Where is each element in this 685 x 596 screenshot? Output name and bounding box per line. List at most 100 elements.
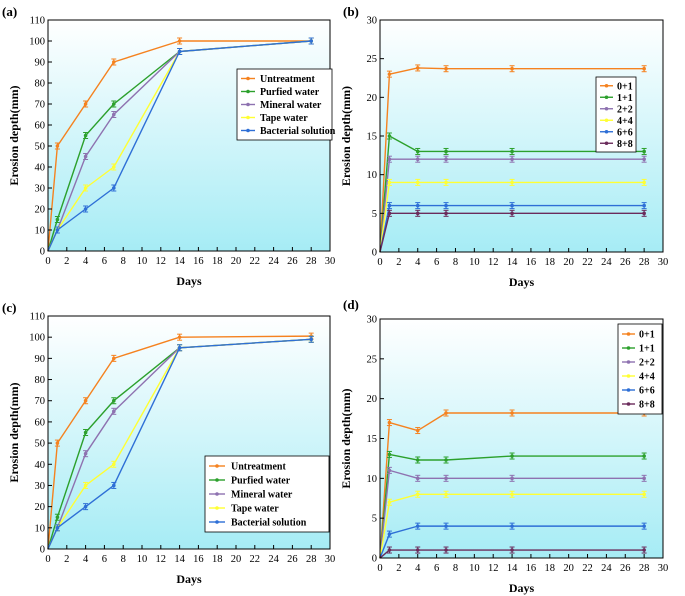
data-point [387,532,392,536]
data-point [112,409,116,414]
y-tick-label: 10 [367,474,378,485]
data-point [510,524,514,528]
y-axis-label: Erosion depth(mm) [339,388,353,488]
legend-box [595,76,637,153]
data-point [642,66,646,71]
legend-entry: 4+4 [617,116,633,127]
data-point [415,548,420,552]
data-point [444,492,448,497]
data-point [510,492,514,497]
y-tick-label: 60 [35,121,46,132]
x-tick-label: 4 [415,563,421,574]
legend-marker [246,102,250,107]
legend-entry: Tape water [231,504,279,515]
series-line-2+2 [379,469,645,559]
x-tick-label: 0 [377,563,382,574]
legend-marker [215,506,219,510]
legend-marker [246,128,250,133]
legend-marker [215,520,219,524]
y-axis-label: Erosion depth(mm) [339,86,353,186]
x-tick-label: 0 [45,554,50,565]
series-line-Untreatment [47,40,312,252]
y-tick-label: 100 [29,333,45,344]
x-tick-label: 2 [396,257,401,268]
legend: 0+11+12+24+46+68+8 [595,76,637,153]
x-tick-label: 6 [102,554,107,565]
x-tick-label: 16 [193,256,204,267]
y-tick-label: 80 [35,79,46,90]
data-point [83,451,88,456]
legend-marker [215,478,219,482]
data-point [177,49,182,54]
y-tick-label: 20 [367,93,378,104]
x-tick-label: 6 [434,257,439,268]
legend-marker [626,374,631,378]
y-tick-label: 10 [35,226,46,237]
chart-panel-0: 0 2 4 6 8 10 12 14 16 18 20 22 24 26 28 300102030405060… [2,4,336,288]
x-tick-label: 30 [325,256,336,267]
data-point [309,337,314,342]
x-tick-label: 18 [212,554,223,565]
x-tick-label: 2 [396,563,401,574]
data-point [444,180,448,185]
data-point [387,548,392,552]
data-point [55,144,60,148]
chart-panel-3: 0 2 4 6 8 10 12 14 16 18 20 22 24 26 28 30051015202530D… [339,297,668,595]
data-point [415,428,420,433]
data-point [415,492,420,497]
data-point [444,524,448,528]
data-point [177,335,182,339]
x-tick-label: 8 [121,554,126,565]
legend-entry: 0+1 [639,330,655,341]
data-point [415,180,420,185]
data-point [642,157,646,161]
x-tick-label: 30 [658,257,669,268]
legend-marker [246,89,250,94]
x-tick-label: 28 [306,256,317,267]
data-point [415,66,420,70]
y-tick-label: 0 [372,248,377,259]
data-point [510,454,514,458]
data-point [387,211,392,216]
panel-label: (a) [2,4,17,19]
legend-entry: Mineral water [231,490,293,501]
data-point [83,398,88,403]
legend-entry: 1+1 [617,93,633,104]
data-point [444,203,448,208]
data-point [112,462,116,467]
legend-entry: 2+2 [639,358,655,369]
data-point [415,458,420,462]
data-point [387,180,392,185]
data-point [387,203,392,208]
legend-entry: 6+6 [639,386,655,397]
legend-entry: 4+4 [639,372,655,383]
data-point [642,524,646,528]
series-line-0+1 [379,412,645,559]
y-tick-label: 60 [35,417,46,428]
data-point [387,500,392,505]
y-tick-label: 90 [35,58,46,69]
legend-marker [626,360,631,364]
y-tick-label: 5 [372,209,377,220]
data-point [510,411,514,415]
data-point [444,458,448,462]
data-point [415,524,420,528]
chart-panel-2: 0 2 4 6 8 10 12 14 16 18 20 22 24 26 28 300102030405060… [2,300,335,586]
y-tick-label: 110 [30,16,45,27]
panel-label: (d) [343,297,359,312]
legend-entry: 6+6 [617,127,633,138]
y-tick-label: 30 [35,481,46,492]
x-tick-label: 8 [121,256,126,267]
legend-marker [604,83,609,88]
y-tick-label: 5 [372,514,377,525]
data-point [415,149,420,154]
x-tick-label: 16 [526,257,537,268]
data-point [444,548,448,552]
data-point [177,39,182,43]
legend-entry: 8+8 [617,139,633,150]
x-tick-label: 0 [377,257,382,268]
legend-marker [604,95,609,100]
y-tick-label: 100 [29,37,45,48]
y-tick-label: 0 [40,545,45,556]
